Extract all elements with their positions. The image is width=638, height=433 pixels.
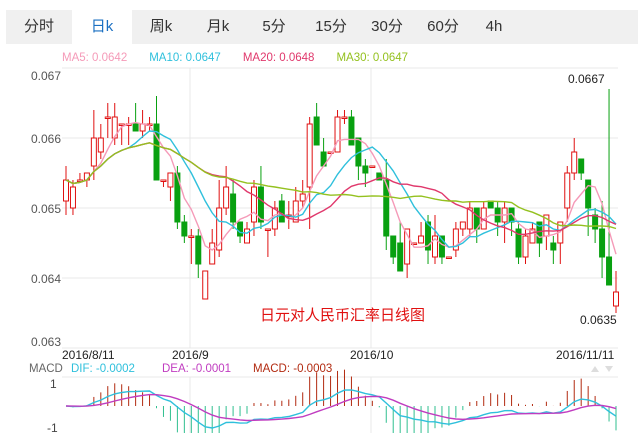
macd-y-tick: 1 [50,377,57,391]
moving-average-lines [65,121,617,255]
macd-value-legend: MACD: -0.0003 [253,363,332,375]
ma30-legend: MA30: 0.0647 [336,52,409,64]
macd-y-tick: -1 [47,421,58,433]
tab-30min[interactable]: 30分 [371,18,403,35]
tab-monthly-k[interactable]: 月k [206,18,230,35]
tab-15min[interactable]: 15分 [315,18,347,35]
chart-title: 日元对人民币汇率日线图 [260,307,425,324]
dif-legend: DIF: -0.0002 [71,363,135,375]
x-tick: 2016/11/11 [556,348,615,362]
tab-daily-k[interactable]: 日k [72,10,132,44]
low-annotation: 0.0635 [580,313,617,327]
tab-4h[interactable]: 4h [485,18,503,35]
tab-60min[interactable]: 60分 [427,18,459,35]
y-tick: 0.067 [31,69,61,83]
x-tick: 2016/9 [172,348,209,362]
tab-intraday[interactable]: 分时 [23,18,54,35]
ma-legend: MA5: 0.0642 MA10: 0.0647 MA20: 0.0648 MA… [62,52,430,64]
y-tick: 0.064 [31,272,61,286]
x-tick: 2016/8/11 [62,348,115,362]
tab-weekly-k[interactable]: 周k [149,18,173,35]
tab-5min[interactable]: 5分 [262,18,286,35]
x-tick: 2016/10 [350,348,394,362]
scroll-up-icon[interactable] [591,366,599,372]
high-annotation: 0.0667 [568,72,605,86]
macd-lines [65,389,617,429]
scroll-down-icon[interactable] [605,366,613,372]
x-axis-labels: 2016/8/11 2016/9 2016/10 2016/11/11 [62,348,615,362]
period-tabs: 分时 日k 周k 月k 5分 15分 30分 60分 4h [6,10,638,44]
y-tick: 0.063 [31,335,61,349]
y-axis-labels: 0.067 0.066 0.065 0.064 0.063 [31,69,61,349]
ma5-legend: MA5: 0.0642 [62,52,128,64]
ma10-legend: MA10: 0.0647 [149,52,221,64]
y-tick: 0.066 [31,132,61,146]
macd-histogram [72,369,617,433]
dea-legend: DEA: -0.0001 [162,363,231,375]
ma20-legend: MA20: 0.0648 [242,52,315,64]
candlesticks [63,89,619,313]
macd-label: MACD [29,363,63,375]
y-tick: 0.065 [31,202,61,216]
